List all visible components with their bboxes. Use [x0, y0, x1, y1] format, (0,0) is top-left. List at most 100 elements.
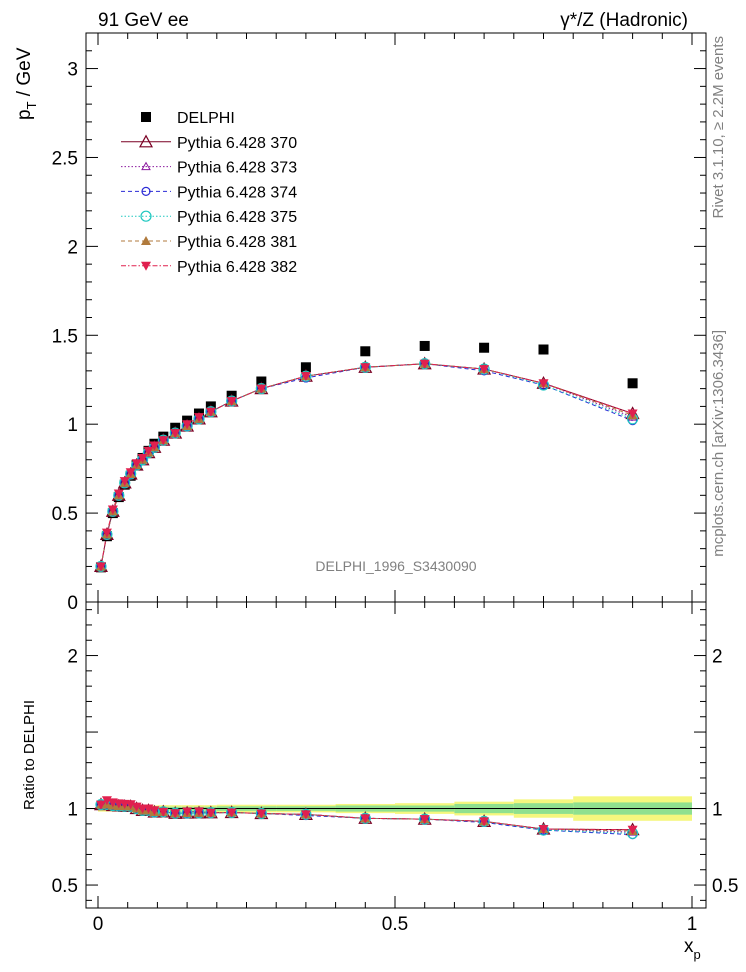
series-6-main-point [107, 505, 118, 515]
main-y-tick-label: 1 [67, 415, 78, 436]
ylabel-base: p [14, 109, 35, 120]
series-6-main-point [95, 562, 106, 572]
legend-label: Pythia 6.428 374 [177, 184, 297, 201]
header-right-label: γ*/Z (Hadronic) [560, 10, 688, 31]
series-6-ratio-point [479, 817, 490, 827]
ratio-y-tick-label: 0.5 [52, 876, 78, 897]
series-6-main-point [193, 413, 204, 423]
legend-entry-6: Pythia 6.428 382 [121, 259, 297, 276]
series-4-main-line [100, 363, 633, 567]
series-6-main-point [538, 379, 549, 389]
legend-entry-3: Pythia 6.428 374 [121, 184, 297, 201]
xlabel-sub: p [694, 947, 701, 962]
legend-marker [141, 261, 151, 271]
series-0-main-point [479, 342, 490, 353]
series-6-ratio-point [300, 810, 311, 820]
ratio-y-tick-label-right: 2 [712, 647, 723, 668]
legend-label: Pythia 6.428 375 [177, 209, 297, 226]
x-axis-label: xp [684, 936, 701, 962]
series-6-main-point [125, 468, 136, 478]
series-6-ratio-point [538, 825, 549, 835]
series-6-main-point [101, 528, 112, 538]
data-points [93, 340, 640, 840]
series-6-ratio-point [182, 807, 193, 817]
ratio-y-tick-label-right: 1 [712, 800, 723, 821]
svg-text:pT / GeV: pT / GeV [14, 47, 39, 120]
series-6-main-point [627, 409, 638, 419]
series-0-main-point [538, 344, 549, 355]
main-y-tick-label: 1.5 [52, 326, 78, 347]
header-left-label: 91 GeV ee [98, 10, 189, 31]
ylabel-sub: T [24, 101, 39, 109]
legend-entry-2: Pythia 6.428 373 [121, 160, 297, 177]
series-6-main-point [137, 453, 148, 463]
series-6-main-point [143, 446, 154, 456]
x-tick-label: 0.5 [382, 914, 408, 935]
series-6-ratio-point [170, 809, 181, 819]
series-6-main-line [100, 363, 633, 567]
legend-label: Pythia 6.428 373 [177, 160, 297, 177]
series-5-main-line [100, 363, 633, 567]
ratio-y-tick-label-right: 0.5 [712, 876, 738, 897]
series-6-main-point [158, 436, 169, 446]
legend-entry-4: Pythia 6.428 375 [121, 209, 297, 226]
series-6-ratio-point [125, 800, 136, 810]
series-0-main-point [300, 362, 311, 373]
main-y-tick-label: 0.5 [52, 504, 78, 525]
x-tick-label: 1 [687, 914, 698, 935]
legend-marker [141, 161, 151, 171]
legend-marker [138, 134, 154, 148]
main-y-tick-label: 0 [67, 593, 78, 614]
main-y-tick-label: 2.5 [52, 148, 78, 169]
series-6-main-point [256, 384, 267, 394]
legend-marker [141, 112, 151, 122]
ylabel-rest: / GeV [14, 47, 35, 101]
series-lines [100, 363, 633, 836]
series-6-main-point [182, 420, 193, 430]
series-6-ratio-point [627, 825, 638, 835]
series-0-main-point [627, 378, 638, 389]
series-6-ratio-point [95, 800, 106, 810]
axes-frame: 0 0.5 1 1.5 2 2.5 3 0.5 0.5 1 1 2 2 0 0.5 1 [52, 32, 738, 935]
rivet-version-label: Rivet 3.1.10, ≥ 2.2M events [710, 36, 727, 219]
series-6-main-point [149, 441, 160, 451]
series-6-main-point [113, 489, 124, 499]
x-tick-label: 0 [93, 914, 104, 935]
ratio-y-axis-label: Ratio to DELPHI [21, 700, 38, 810]
series-6-main-point [300, 372, 311, 382]
series-6-ratio-point [360, 814, 371, 824]
series-1-main-line [100, 363, 633, 567]
legend-label: Pythia 6.428 370 [177, 135, 297, 152]
legend-marker [140, 210, 152, 222]
series-2-main-line [100, 363, 633, 567]
main-y-tick-label: 3 [67, 60, 78, 81]
series-6-ratio-point [226, 808, 237, 818]
series-6-ratio-point [193, 807, 204, 817]
main-y-axis-label: pT / GeV [14, 47, 39, 120]
ratio-y-tick-label: 2 [67, 647, 78, 668]
series-6-main-point [170, 429, 181, 439]
series-6-main-point [205, 407, 216, 417]
analysis-watermark: DELPHI_1996_S3430090 [315, 558, 476, 574]
legend-label: DELPHI [177, 110, 235, 127]
legend-label: Pythia 6.428 381 [177, 234, 297, 251]
series-6-ratio-point [419, 815, 430, 825]
legend-entry-1: Pythia 6.428 370 [121, 134, 297, 152]
series-0-main-point [419, 340, 430, 351]
main-y-tick-label: 2 [67, 237, 78, 258]
series-6-ratio-point [149, 806, 160, 816]
series-6-main-point [479, 365, 490, 375]
series-3-main-line [100, 363, 633, 567]
legend-entry-5: Pythia 6.428 381 [121, 234, 297, 251]
ratio-y-tick-label: 1 [67, 800, 78, 821]
series-6-ratio-point [158, 807, 169, 817]
ratio-plot-frame [85, 601, 707, 909]
legend-marker [141, 186, 151, 196]
legend: DELPHI Pythia 6.428 370 Pythia 6.428 373 Py… [121, 110, 297, 276]
series-0-main-point [360, 346, 371, 357]
legend-marker [141, 236, 151, 245]
legend-label: Pythia 6.428 382 [177, 259, 297, 276]
mcplots-label: mcplots.cern.ch [arXiv:1306.3436] [710, 330, 727, 557]
series-6-main-point [119, 477, 130, 487]
